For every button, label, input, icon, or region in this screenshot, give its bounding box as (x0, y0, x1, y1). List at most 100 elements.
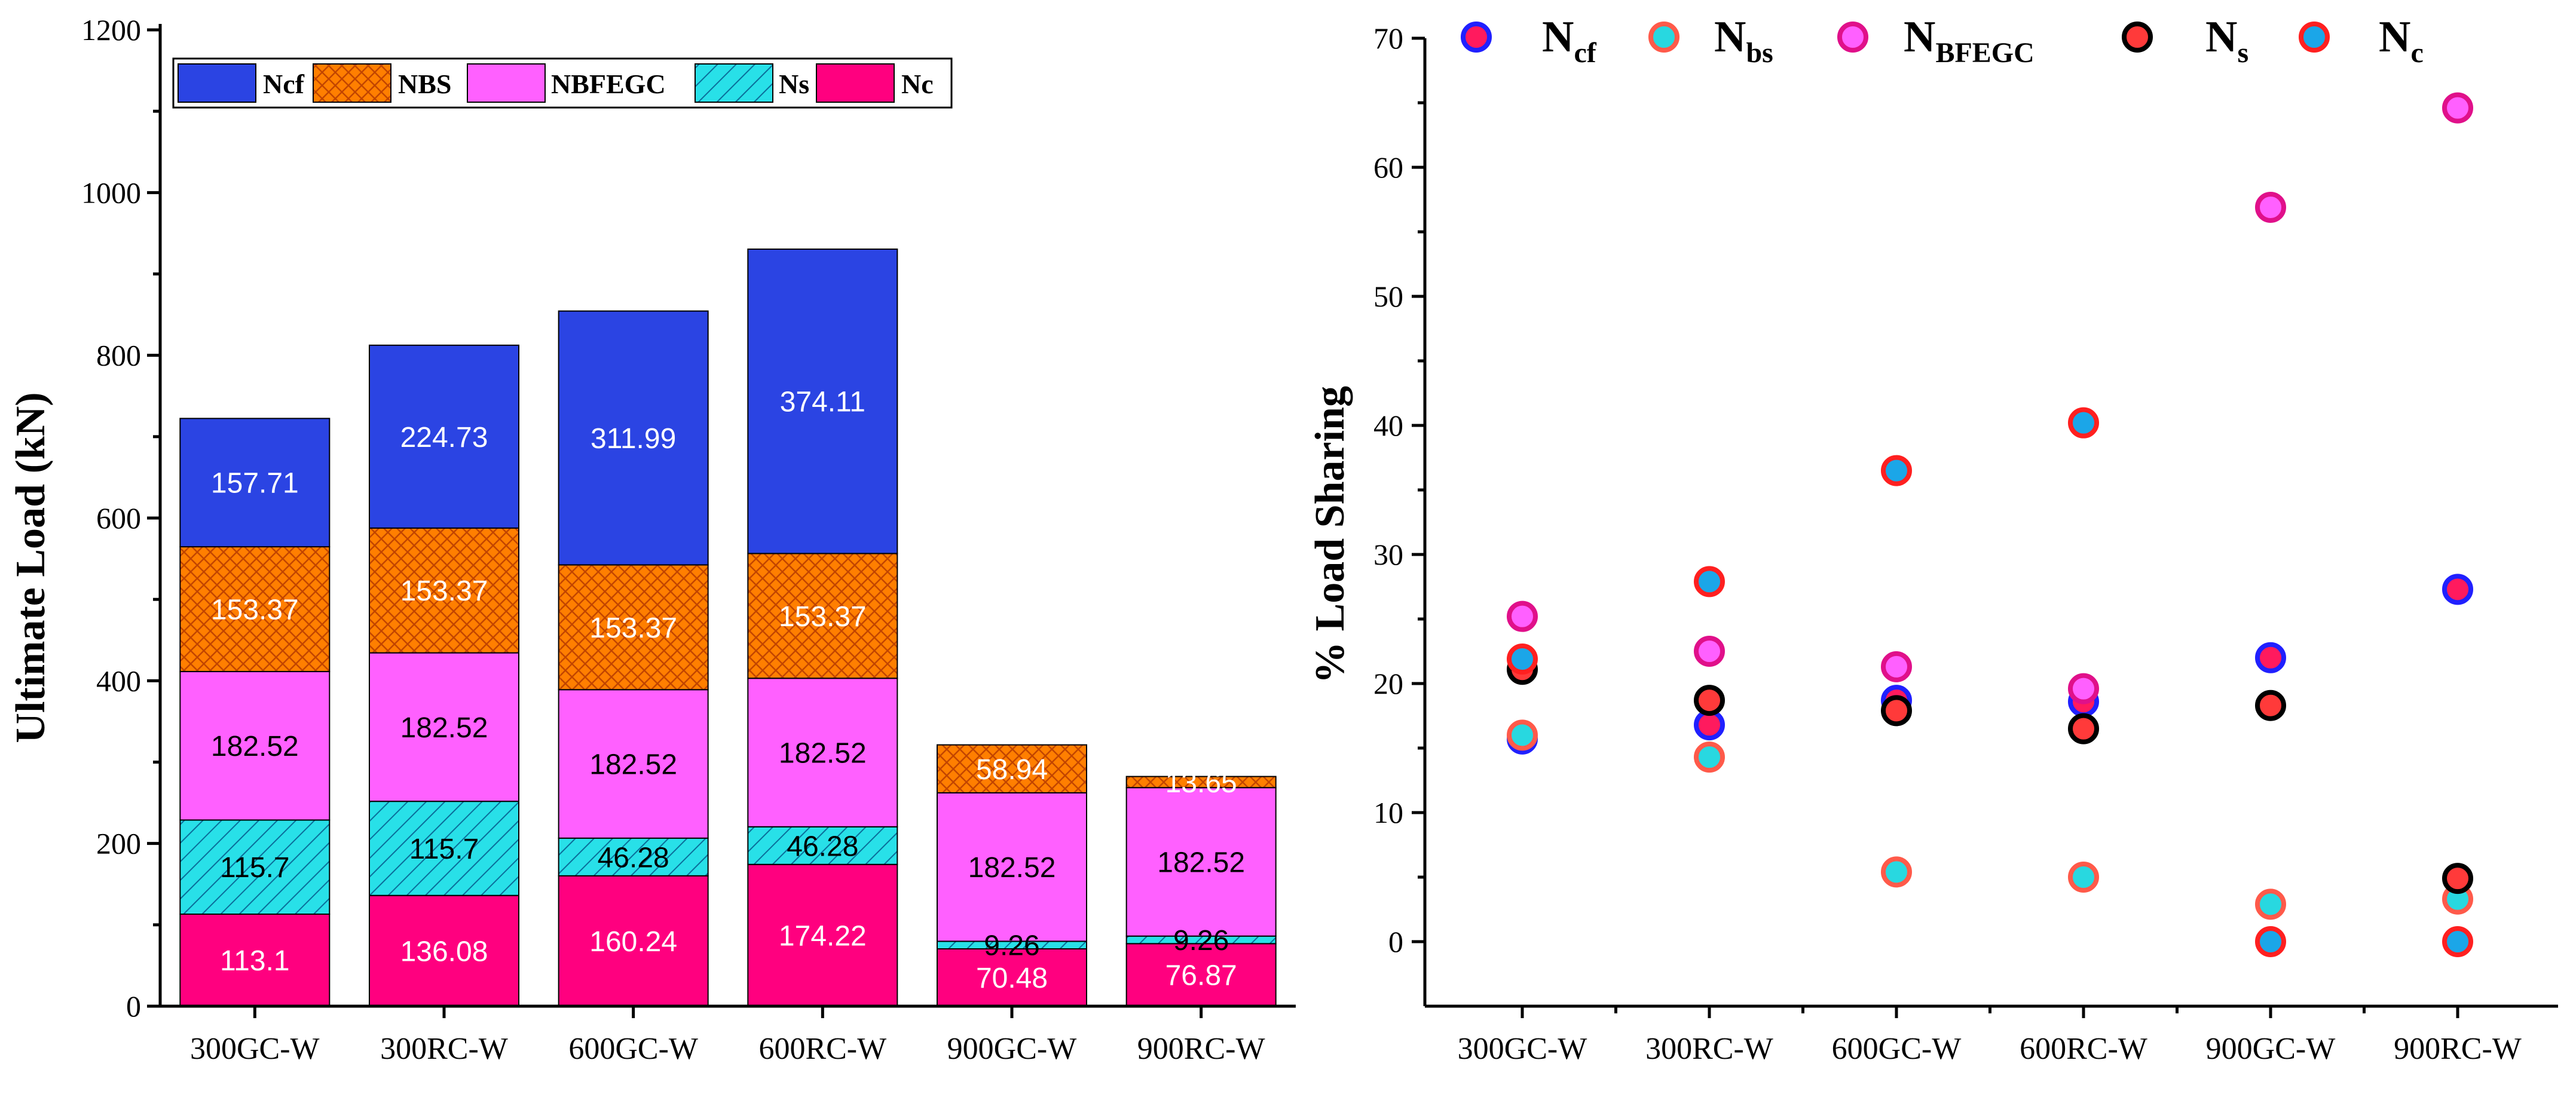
scatter-point-ns (1881, 695, 1912, 727)
left-y-tick-label: 1000 (81, 176, 141, 209)
scatter-point-nc (1507, 643, 1538, 675)
right-x-tick-label: 600RC-W (2020, 1032, 2147, 1066)
bar-value-label-nbfegc: 182.52 (211, 731, 299, 762)
scatter-point-nbs (1881, 856, 1912, 888)
left-x-tick-label: 900RC-W (1137, 1032, 1265, 1066)
right-x-tick-label: 300RC-W (1645, 1032, 1773, 1066)
scatter-point-nbfegc (1881, 651, 1912, 682)
bar-segment-ncf (558, 310, 709, 566)
bar-value-label-ncf: 374.11 (780, 387, 865, 418)
legend-swatch-ns (695, 63, 773, 103)
bar-segment-nbfegc (1125, 787, 1277, 937)
bar-value-label-nbs: 153.37 (779, 601, 867, 633)
bar-segment-nbfegc (558, 689, 709, 839)
bar-value-label-nc: 160.24 (589, 926, 677, 958)
right-x-tick-label: 300GC-W (1458, 1032, 1587, 1066)
bar-value-label-ns: 115.7 (220, 852, 290, 884)
legend-label-nc: Nc (2379, 13, 2424, 69)
bar-value-label-nbs: 153.37 (211, 594, 299, 626)
left-y-tick-label: 200 (96, 827, 141, 860)
scatter-point-ns (2255, 690, 2286, 721)
scatter-point-nbfegc (1507, 600, 1538, 632)
right-y-tick-label: 0 (1388, 925, 1403, 958)
bar-value-label-nbfegc: 182.52 (400, 712, 488, 744)
bar-value-label-ns: 115.7 (409, 834, 479, 865)
bar-value-label-ns: 9.26 (984, 930, 1039, 962)
right-y-tick-label: 50 (1373, 280, 1403, 313)
bar-segment-ncf (747, 248, 898, 554)
bar-segment-nc (747, 863, 898, 1007)
right-y-tick-label: 60 (1373, 151, 1403, 184)
bar-segment-ncf (179, 418, 331, 548)
bar-value-label-ncf: 224.73 (400, 422, 488, 453)
legend-marker-nbfegc (1837, 22, 1868, 53)
bar-segment-nbfegc (937, 792, 1087, 942)
stacked-bar-chart: 113.1 115.7 182.52 153.37 157.71 136.08 115.7 1… (8, 13, 1296, 1066)
bar-segment-nbs (747, 553, 898, 679)
bar-value-label-nbfegc: 182.52 (589, 749, 677, 781)
legend-label-ns: Ns (779, 69, 809, 99)
left-x-tick-label: 300RC-W (380, 1032, 508, 1066)
bar-value-label-nbs: 13.65 (1165, 767, 1237, 799)
bar-value-label-nc: 76.87 (1165, 960, 1237, 992)
scatter-point-nbfegc (2255, 191, 2286, 223)
legend-swatch-ncf (178, 63, 256, 103)
bar-value-label-nbs: 58.94 (976, 754, 1048, 786)
bar-value-label-nbfegc: 182.52 (779, 737, 867, 769)
bar-value-label-ns: 9.26 (1173, 925, 1229, 957)
bar-value-label-ns: 46.28 (787, 831, 858, 862)
bar-segment-nc (1125, 943, 1277, 1007)
legend-label-ncf: Ncf (1542, 13, 1597, 69)
left-y-tick-label: 800 (96, 339, 141, 372)
scatter-point-nbs (1507, 719, 1538, 751)
bar-value-label-nc: 113.1 (220, 945, 290, 977)
legend-label-nbs: Nbs (1714, 13, 1773, 69)
right-x-tick-label: 600GC-W (1832, 1032, 1962, 1066)
scatter-point-ns (2068, 713, 2099, 744)
bar-value-label-nc: 70.48 (976, 963, 1048, 994)
bar-value-label-ns: 46.28 (598, 842, 669, 874)
bar-segment-nbs (369, 527, 519, 654)
left-x-tick-label: 600RC-W (758, 1032, 886, 1066)
bar-segment-ns (369, 801, 519, 896)
legend-label-nc: Nc (901, 69, 934, 99)
left-x-tick-label: 300GC-W (190, 1032, 320, 1066)
bar-segment-nc (179, 913, 331, 1007)
legend-swatch-nc (816, 63, 895, 103)
legend-label-nbfegc: NBFEGC (551, 69, 666, 99)
legend-label-nbs: NBS (398, 69, 451, 99)
bar-segment-nbfegc (369, 652, 519, 802)
scatter-point-nbfegc (1694, 636, 1725, 667)
right-y-tick-label: 30 (1373, 538, 1403, 571)
scatter-point-nc (2442, 926, 2473, 957)
right-y-tick-label: 70 (1373, 22, 1403, 55)
legend-label-nbfegc: NBFEGC (1904, 13, 2035, 69)
bar-segment-ns (747, 826, 898, 865)
right-x-tick-label: 900RC-W (2394, 1032, 2522, 1066)
bar-value-label-ncf: 157.71 (211, 468, 299, 500)
bar-segment-nc (558, 875, 709, 1007)
left-x-tick-label: 600GC-W (568, 1032, 698, 1066)
legend-marker-ncf (1461, 22, 1492, 53)
left-legend: Ncf NBS NBFEGC Ns Nc (172, 57, 953, 109)
bar-value-label-nc: 174.22 (779, 920, 867, 952)
bar-value-label-nbs: 153.37 (589, 612, 677, 644)
right-y-tick-label: 10 (1373, 796, 1403, 829)
bar-segment-nc (937, 948, 1087, 1007)
bar-segment-ns (558, 837, 709, 877)
scatter-point-nc (1694, 566, 1725, 597)
legend-swatch-nbs (313, 63, 391, 103)
bar-segment-nc (369, 894, 519, 1007)
bar-segment-nbs (1125, 776, 1277, 789)
right-y-axis-label: % Load Sharing (1307, 386, 1353, 684)
right-legend: Ncf Nbs NBFEGC Ns Nc (1461, 13, 2424, 69)
bar-value-label-nbfegc: 182.52 (1157, 847, 1245, 878)
left-y-tick-label: 1200 (81, 13, 141, 47)
left-y-tick-label: 0 (126, 989, 141, 1023)
right-y-tick-label: 40 (1373, 409, 1403, 442)
left-y-tick-label: 600 (96, 501, 141, 535)
scatter-point-ncf (2255, 642, 2286, 673)
scatter-point-nc (2255, 926, 2286, 957)
legend-label-ncf: Ncf (263, 69, 305, 99)
